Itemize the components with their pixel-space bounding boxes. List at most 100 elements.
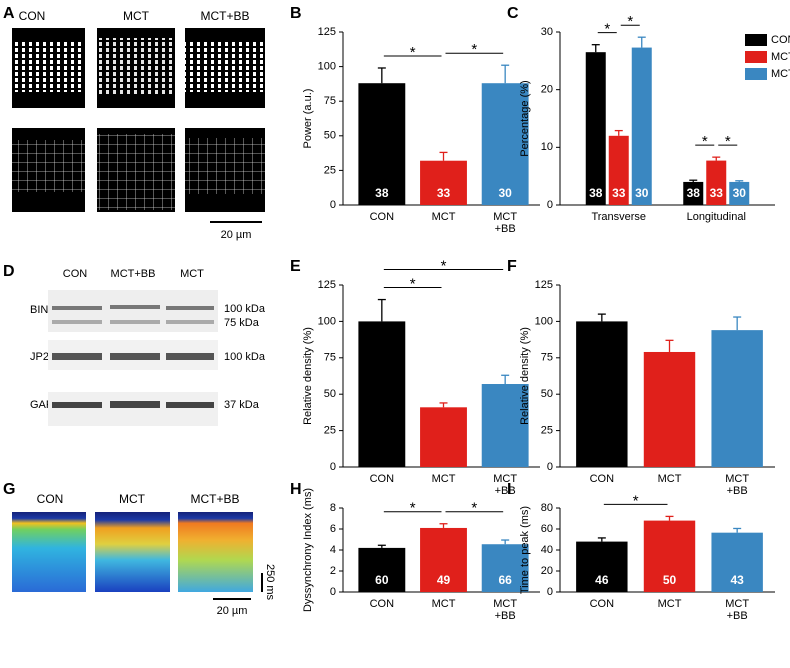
bar-label: 66 [498,573,512,587]
panel-letter: C [507,5,519,22]
panel-letter: I [507,481,511,498]
y-tick-label: 100 [535,315,553,327]
bar-label: 33 [710,186,724,200]
y-tick-label: 8 [330,502,336,514]
image-label: MCT [123,9,150,23]
legend-swatch [745,34,767,46]
y-tick-label: 4 [330,544,336,556]
x-tick-label: MCT +BB [493,598,518,622]
legend-label: MCT [771,51,790,63]
scale-label: 250 ms [264,564,276,601]
legend-swatch [745,51,767,63]
bar-label: 38 [375,186,389,200]
significance-label: * [441,258,447,275]
y-tick-label: 60 [541,523,553,535]
scale-label: 20 µm [221,229,252,241]
bar [358,83,406,205]
y-tick-label: 0 [330,461,336,473]
bar-label: 30 [498,186,512,200]
y-tick-label: 50 [541,388,553,400]
y-tick-label: 50 [324,388,336,400]
y-tick-label: 125 [318,279,336,291]
linescan [95,512,170,592]
image-label: MCT [119,492,146,506]
y-tick-label: 75 [541,352,553,364]
x-tick-label: MCT +BB [725,598,750,622]
y-axis-label: Percentage (%) [519,80,531,156]
y-tick-label: 20 [541,84,553,96]
y-tick-label: 20 [541,565,553,577]
significance-label: * [410,500,416,517]
bar-label: 50 [663,573,677,587]
significance-label: * [627,13,633,30]
micrographs [12,28,265,212]
x-tick-label: Transverse [591,211,647,223]
y-tick-label: 0 [330,199,336,211]
bar [481,83,529,205]
x-tick-label: MCT +BB [493,211,518,235]
x-tick-label: CON [589,473,615,485]
x-tick-label: CON [369,598,395,610]
y-tick-label: 0 [547,586,553,598]
bar [576,321,628,467]
y-tick-label: 2 [330,565,336,577]
western-blot [48,290,218,426]
image-label: CON [19,9,46,23]
x-tick-label: MCT [431,473,456,485]
lane-label: MCT [180,268,204,280]
bar [729,181,750,205]
x-tick-label: CON [369,211,395,223]
marker-label: 100 kDa [224,303,266,315]
y-axis-label: Relative density (%) [519,327,531,425]
lane-label: CON [63,268,88,280]
x-tick-label: MCT [657,473,682,485]
legend-label: CON [771,34,790,46]
bar [481,384,529,467]
significance-label: * [410,276,416,293]
x-tick-label: MCT [431,211,456,223]
y-axis-label: Relative density (%) [302,327,314,425]
bar-label: 43 [730,573,744,587]
y-tick-label: 75 [324,352,336,364]
y-axis-label: Power (a.u.) [302,89,314,149]
y-tick-label: 100 [318,61,336,73]
y-tick-label: 80 [541,502,553,514]
y-tick-label: 0 [547,199,553,211]
lane-label: MCT+BB [111,268,156,280]
bar [683,181,704,205]
y-tick-label: 50 [324,130,336,142]
bar [711,330,763,467]
marker-label: 75 kDa [224,317,260,329]
y-axis-label: Dyssynchrony Index (ms) [302,488,314,612]
image-label: MCT+BB [200,9,249,23]
x-tick-label: MCT [431,598,456,610]
bar-label: 46 [595,573,609,587]
bar [631,47,652,205]
bar [420,407,467,467]
bar [358,547,406,592]
marker-label: 37 kDa [224,399,260,411]
bar [643,520,696,592]
linescan [12,512,86,592]
bar [643,351,696,467]
x-tick-label: CON [589,598,615,610]
bar [420,527,467,592]
y-tick-label: 125 [318,26,336,38]
significance-label: * [725,133,731,150]
bar [608,135,629,205]
y-tick-label: 30 [541,26,553,38]
x-tick-label: CON [369,473,395,485]
x-tick-label: MCT +BB [493,473,518,497]
panel-letter: B [290,5,302,22]
y-tick-label: 25 [541,425,553,437]
y-tick-label: 125 [535,279,553,291]
bar-label: 33 [437,186,451,200]
y-tick-label: 0 [547,461,553,473]
significance-label: * [471,500,477,517]
y-tick-label: 40 [541,544,553,556]
bar-label: 49 [437,573,451,587]
row-label: JP2 [30,351,49,363]
y-tick-label: 10 [541,141,553,153]
